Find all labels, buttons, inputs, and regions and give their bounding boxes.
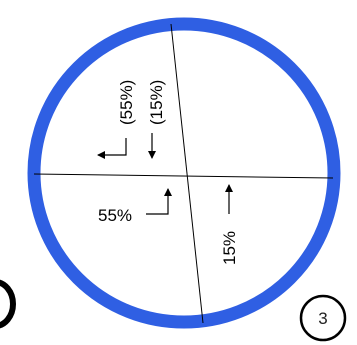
arrow-upper-left xyxy=(97,138,127,159)
edge-circle-fragment xyxy=(0,279,16,329)
page-number-circle xyxy=(299,294,347,342)
label-lower-right-pct: 15% xyxy=(220,231,239,265)
vertical-divider xyxy=(170,23,204,324)
page-number: 3 xyxy=(318,309,327,328)
arrow-lower-left xyxy=(146,188,172,215)
label-upper-left-pct: (55%) xyxy=(117,80,136,125)
label-upper-right-pct: (15%) xyxy=(147,80,166,125)
horizontal-divider xyxy=(33,173,334,179)
label-lower-left-pct: 55% xyxy=(98,206,132,225)
outer-ring xyxy=(27,17,341,329)
